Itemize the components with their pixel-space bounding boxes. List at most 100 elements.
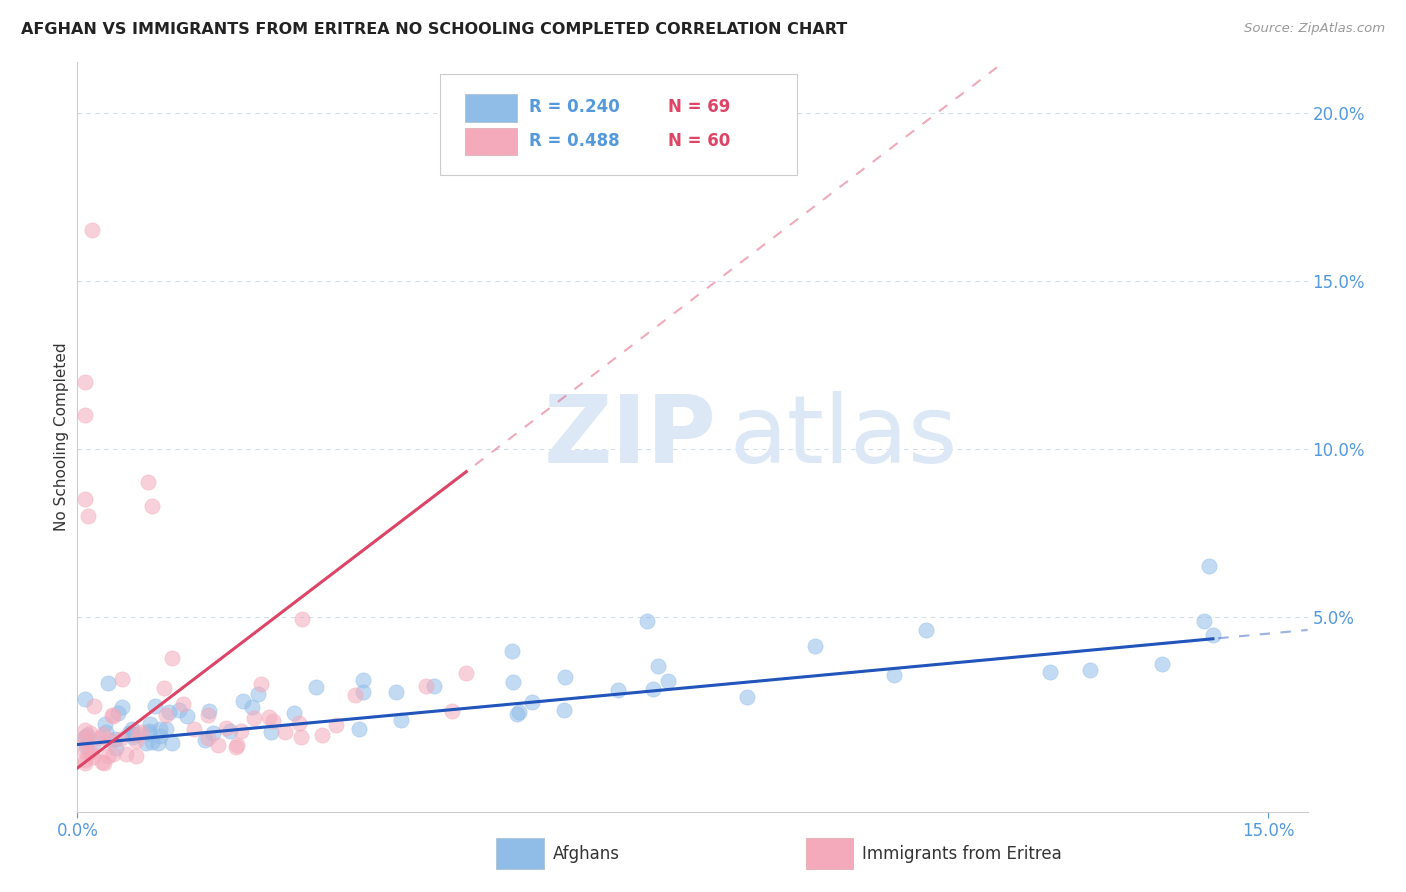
Point: [146, 736, 169, 750]
Point: [127, 727, 149, 741]
Point: [89, 731, 111, 745]
Text: Source: ZipAtlas.com: Source: ZipAtlas.com: [1244, 22, 1385, 36]
Point: [93, 717, 115, 731]
Point: [153, 681, 176, 696]
Point: [83, 735, 105, 749]
Point: [149, 723, 172, 737]
Point: [194, 733, 217, 747]
Point: [290, 730, 312, 744]
Point: [160, 736, 183, 750]
Point: [242, 711, 264, 725]
Text: ZIP: ZIP: [544, 391, 717, 483]
Point: [183, 722, 205, 736]
Point: [75, 492, 97, 507]
Point: [97, 749, 120, 764]
Point: [104, 741, 127, 756]
Point: [1150, 657, 1173, 672]
Point: [75, 375, 97, 389]
Point: [129, 724, 152, 739]
Point: [125, 749, 148, 764]
Point: [75, 744, 97, 758]
Point: [91, 727, 114, 741]
Point: [508, 705, 530, 719]
Text: AFGHAN VS IMMIGRANTS FROM ERITREA NO SCHOOLING COMPLETED CORRELATION CHART: AFGHAN VS IMMIGRANTS FROM ERITREA NO SCH…: [21, 22, 848, 37]
Point: [115, 747, 138, 762]
Point: [456, 665, 478, 680]
Point: [505, 707, 527, 722]
Point: [207, 738, 229, 752]
Point: [75, 756, 97, 770]
Point: [76, 729, 98, 743]
Point: [79, 726, 101, 740]
Point: [101, 747, 124, 762]
Point: [110, 732, 132, 747]
Point: [353, 685, 375, 699]
Point: [246, 687, 269, 701]
Text: atlas: atlas: [730, 391, 957, 483]
Point: [83, 698, 105, 713]
Point: [138, 726, 160, 740]
Point: [197, 731, 219, 746]
Text: Afghans: Afghans: [553, 845, 620, 863]
Point: [915, 623, 938, 637]
Point: [229, 723, 252, 738]
Point: [273, 724, 295, 739]
Point: [883, 668, 905, 682]
Text: R = 0.240: R = 0.240: [529, 98, 620, 116]
Point: [636, 614, 658, 628]
Point: [136, 475, 159, 490]
Point: [75, 735, 97, 749]
Point: [107, 706, 129, 720]
Text: Immigrants from Eritrea: Immigrants from Eritrea: [862, 845, 1062, 863]
Point: [1202, 628, 1225, 642]
Point: [101, 709, 124, 723]
Point: [125, 734, 148, 748]
Text: R = 0.488: R = 0.488: [529, 132, 620, 150]
Point: [141, 499, 163, 513]
Point: [225, 739, 247, 754]
Point: [440, 704, 463, 718]
Point: [415, 679, 437, 693]
Point: [80, 223, 103, 237]
Point: [232, 694, 254, 708]
Point: [657, 673, 679, 688]
Point: [1039, 665, 1062, 679]
Point: [283, 706, 305, 721]
Point: [501, 644, 523, 658]
FancyBboxPatch shape: [465, 94, 516, 121]
Text: N = 69: N = 69: [668, 98, 730, 116]
Point: [226, 738, 249, 752]
Point: [290, 612, 312, 626]
Point: [325, 717, 347, 731]
Point: [121, 722, 143, 736]
Point: [643, 682, 665, 697]
FancyBboxPatch shape: [440, 74, 797, 175]
Point: [198, 705, 221, 719]
Point: [75, 740, 97, 755]
Point: [157, 706, 180, 720]
Point: [141, 735, 163, 749]
Point: [197, 707, 219, 722]
Point: [349, 722, 371, 736]
Point: [647, 658, 669, 673]
Point: [160, 651, 183, 665]
Point: [804, 639, 827, 653]
Point: [91, 755, 114, 769]
Point: [172, 697, 194, 711]
Point: [155, 708, 177, 723]
Point: [735, 690, 758, 704]
Point: [502, 675, 524, 690]
Point: [155, 723, 177, 737]
Point: [103, 731, 125, 746]
Point: [554, 669, 576, 683]
Point: [98, 732, 121, 747]
Point: [101, 708, 124, 723]
Point: [75, 753, 97, 767]
Point: [143, 698, 166, 713]
Point: [77, 745, 100, 759]
Point: [75, 730, 97, 744]
Point: [135, 736, 157, 750]
Point: [76, 509, 98, 524]
Point: [118, 725, 141, 739]
Point: [80, 745, 103, 759]
